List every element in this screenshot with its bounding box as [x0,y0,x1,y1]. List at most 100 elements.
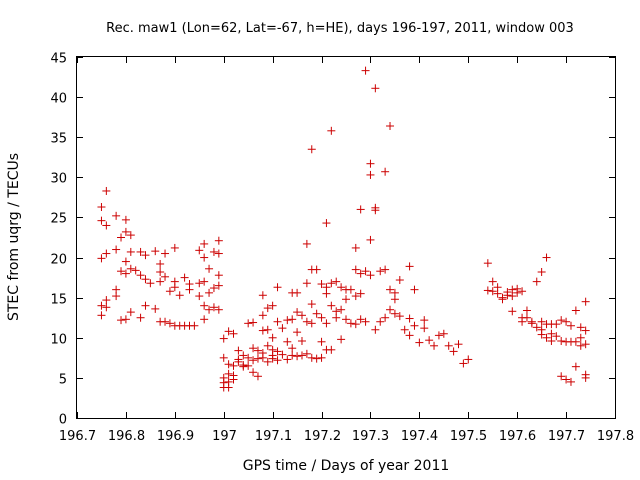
data-point [244,361,253,370]
data-point [513,288,522,297]
data-point [307,300,316,309]
data-point [356,269,365,278]
data-point [351,292,360,301]
data-point [464,355,473,364]
x-tick-label: 197.2 [304,429,341,444]
data-point [307,319,316,328]
data-point [430,341,439,350]
data-point [195,292,204,301]
x-tick-label: 197.1 [255,429,292,444]
y-axis-label: STEC from uqrg / TECUs [6,153,22,321]
data-point [327,345,336,354]
data-point [581,340,590,349]
x-tick-label: 197.5 [450,429,487,444]
data-point [219,353,228,362]
data-point [253,354,262,363]
data-point [571,306,580,315]
data-point [161,249,170,258]
y-tick-label: 5 [59,373,67,388]
data-point [161,272,170,281]
data-point [547,329,556,338]
data-point [293,288,302,297]
y-tick-label: 15 [50,293,67,308]
data-point [200,315,209,324]
data-point [117,316,126,325]
data-point [557,372,566,381]
data-point [420,316,429,325]
data-point [327,279,336,288]
data-point [337,283,346,292]
data-point [258,291,267,300]
data-point [371,325,380,334]
data-point [136,313,145,322]
data-point [190,321,199,330]
data-point [322,319,331,328]
data-point [297,311,306,320]
data-point [327,126,336,135]
data-point [322,289,331,298]
data-point [405,331,414,340]
data-point [571,362,580,371]
data-point [288,344,297,353]
data-point [195,246,204,255]
data-point [395,312,404,321]
data-point [263,357,272,366]
data-point [322,219,331,228]
axis-tick-labels: 196.7 196.8 196.9 197 197.1 197.2 197.3 197.4 19… [50,52,634,445]
data-point [156,267,165,276]
data-point [117,233,126,242]
data-point [263,325,272,334]
data-point [224,360,233,369]
data-point [224,327,233,336]
data-point [293,308,302,317]
data-point [151,304,160,313]
x-tick-label: 197.3 [352,429,389,444]
data-point [293,328,302,337]
data-point [312,354,321,363]
data-point [386,305,395,314]
data-point [395,276,404,285]
data-point [576,323,585,332]
data-point [366,159,375,168]
data-point [200,239,209,248]
data-point [97,203,106,212]
y-tick-label: 45 [50,52,67,67]
y-tick-label: 25 [50,212,67,227]
data-point [131,266,140,275]
data-point [249,344,258,353]
data-point [312,309,321,318]
data-point [307,353,316,362]
data-point [97,311,106,320]
data-point [234,346,243,355]
data-point [268,354,277,363]
data-point [376,267,385,276]
data-point [317,337,326,346]
data-point [297,336,306,345]
data-point [581,326,590,335]
data-point [346,285,355,294]
data-point [356,205,365,214]
data-point [454,340,463,349]
data-point [537,267,546,276]
data-point [136,247,145,256]
data-point [214,281,223,290]
data-point [283,337,292,346]
data-point [562,375,571,384]
data-point [361,317,370,326]
data-point [434,331,443,340]
data-point [229,361,238,370]
data-point [249,318,258,327]
data-point [263,304,272,313]
data-point [488,287,497,296]
data-point [444,341,453,350]
data-point [307,145,316,154]
data-point [126,264,135,273]
data-point [356,289,365,298]
data-point [258,326,267,335]
data-point [297,351,306,360]
data-point [302,279,311,288]
data-point [405,262,414,271]
data-point [273,317,282,326]
data-point [571,337,580,346]
data-point [161,317,170,326]
